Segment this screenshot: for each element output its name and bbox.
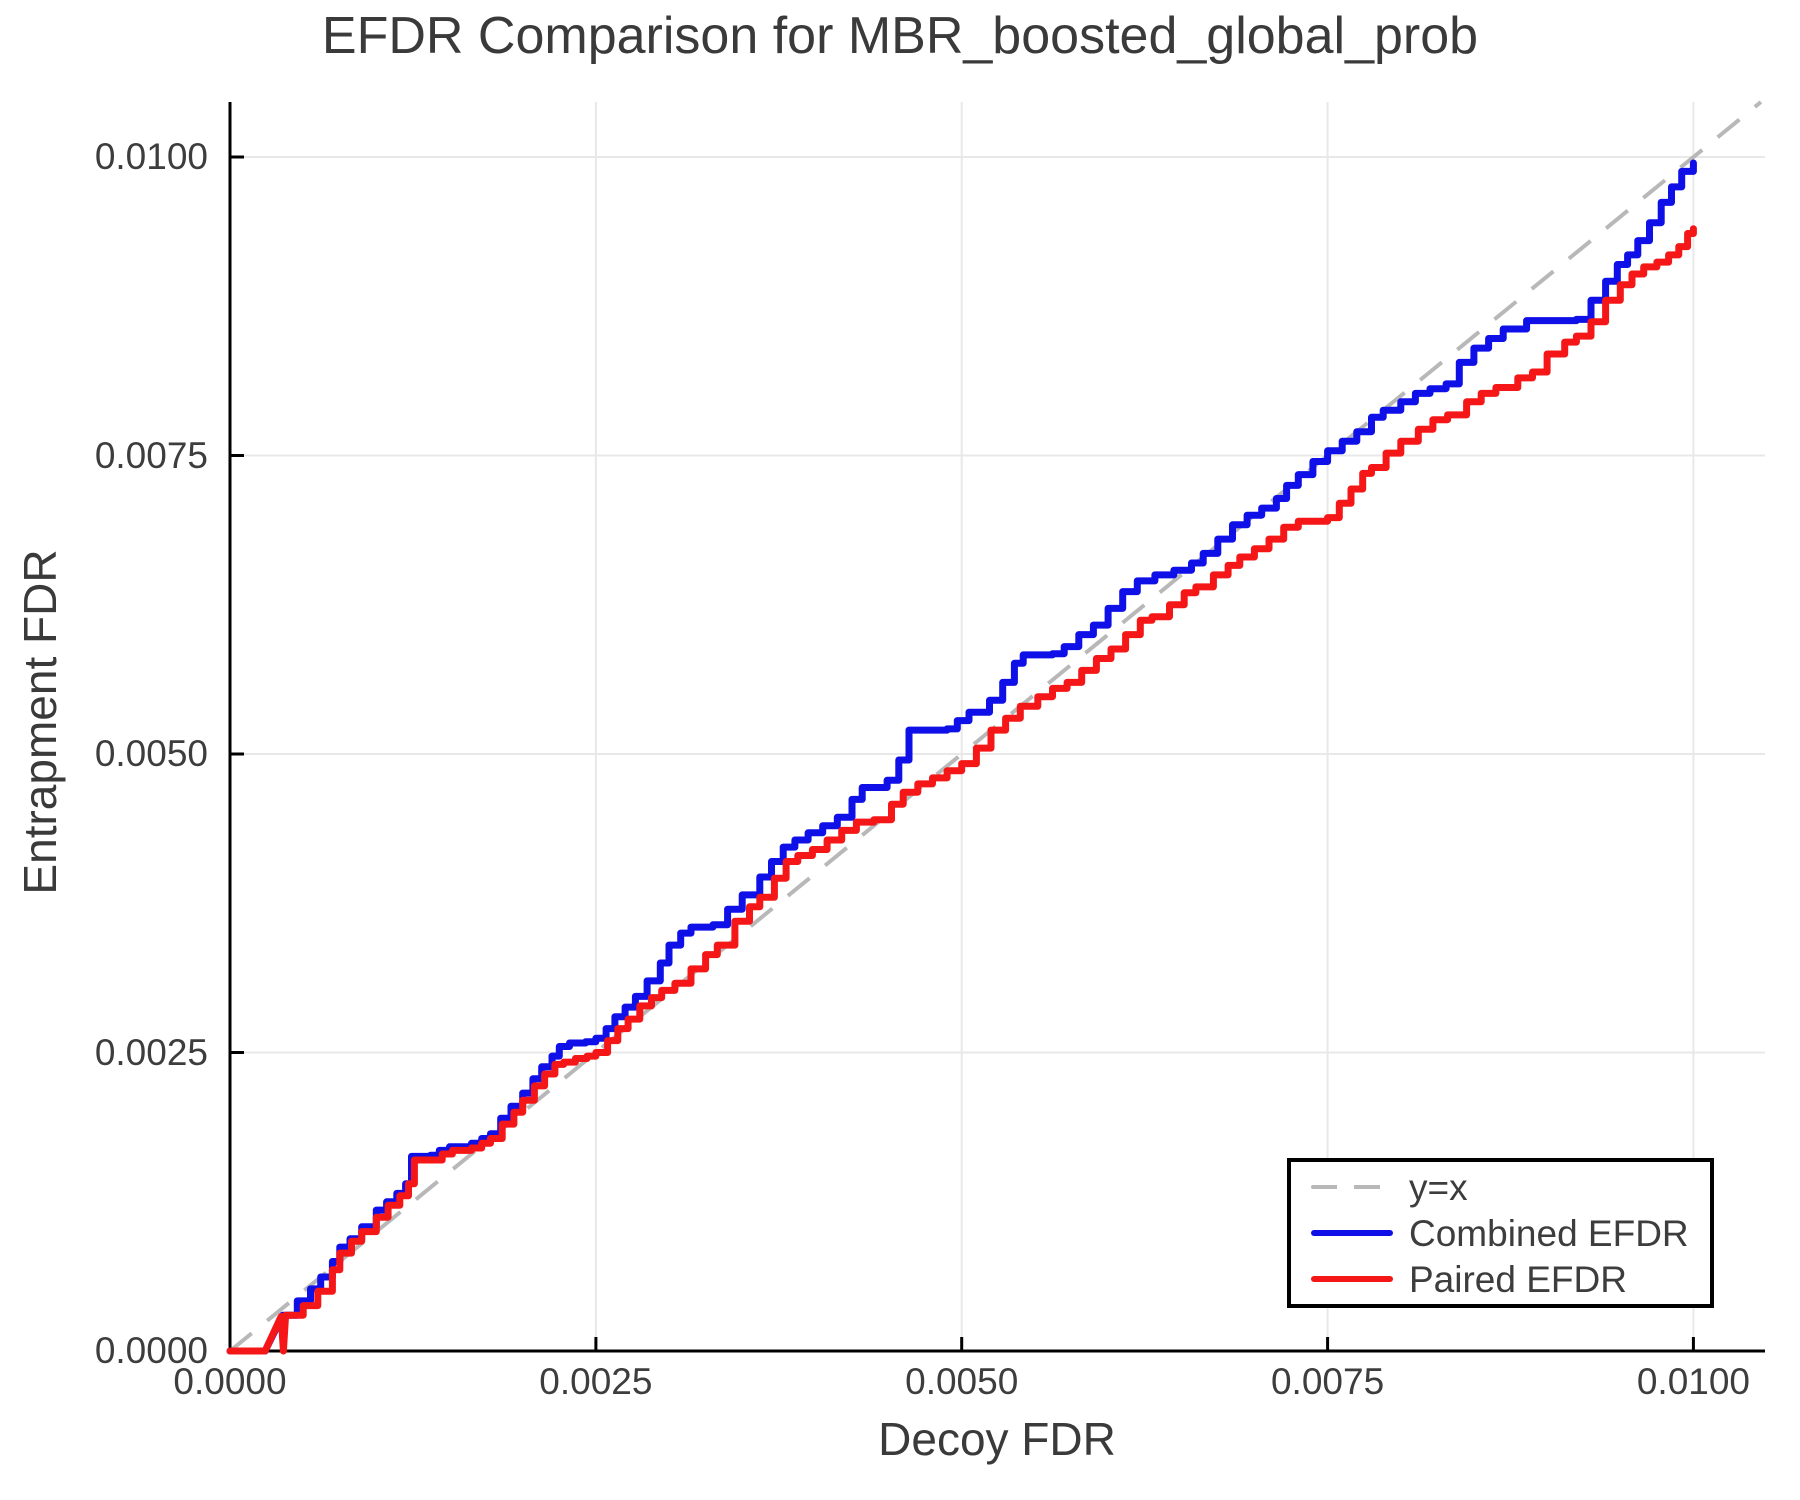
x-tick-label: 0.0100	[1636, 1361, 1751, 1402]
legend-label-identity: y=x	[1409, 1166, 1468, 1208]
y-tick-label: 0.0000	[94, 1330, 208, 1371]
chart-title: EFDR Comparison for MBR_boosted_global_p…	[321, 7, 1479, 65]
legend-label-combined: Combined EFDR	[1409, 1212, 1689, 1254]
y-axis-label: Entrapment FDR	[14, 549, 66, 895]
combined-efdr-line-sample	[1311, 1230, 1393, 1236]
legend-row-paired: Paired EFDR	[1311, 1258, 1710, 1300]
x-axis-label: Decoy FDR	[878, 1413, 1116, 1465]
legend-row-identity: y=x	[1311, 1166, 1710, 1208]
y-tick-label: 0.0100	[94, 136, 208, 178]
series-line-paired-efdr	[226, 225, 1697, 1355]
legend: y=x Combined EFDR Paired EFDR	[1287, 1158, 1714, 1308]
y-tick-label: 0.0050	[94, 733, 208, 775]
y-tick-label: 0.0075	[94, 434, 208, 476]
x-tick-label: 0.0050	[905, 1361, 1019, 1402]
x-tick-label: 0.0025	[539, 1361, 653, 1402]
legend-row-combined: Combined EFDR	[1311, 1212, 1710, 1254]
x-tick-label: 0.0075	[1270, 1361, 1385, 1402]
identity-line	[228, 100, 1763, 1353]
x-tick-label: 0.0000	[173, 1361, 287, 1402]
identity-line-sample	[1311, 1185, 1393, 1189]
paired-efdr-line-sample	[1311, 1276, 1393, 1282]
y-tick-label: 0.0025	[94, 1031, 208, 1073]
legend-label-paired: Paired EFDR	[1409, 1258, 1627, 1300]
